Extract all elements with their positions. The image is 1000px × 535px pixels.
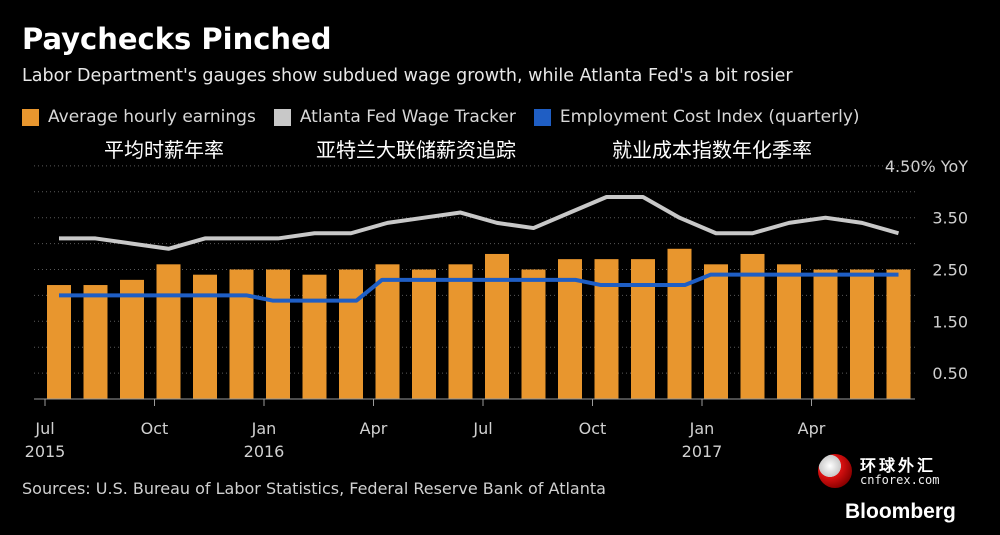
x-tick-label: Jul — [472, 419, 492, 438]
earnings-bar — [667, 248, 692, 399]
cnforex-watermark: 环球外汇 cnforex.com — [818, 452, 968, 490]
y-unit-label: 4.50% YoY — [885, 157, 968, 176]
earnings-bar — [339, 269, 363, 399]
watermark-cn-text: 环球外汇 — [860, 456, 937, 475]
earnings-bar — [813, 269, 838, 399]
earnings-bar — [266, 269, 290, 399]
watermark-en-text: cnforex.com — [860, 473, 940, 487]
earnings-bar — [412, 269, 436, 399]
earnings-bar — [740, 253, 765, 399]
chart-subtitle: Labor Department's gauges show subdued w… — [22, 66, 793, 86]
legend: Average hourly earnings Atlanta Fed Wage… — [22, 107, 860, 127]
x-year-label: 2015 — [25, 442, 66, 461]
earnings-bar — [156, 264, 181, 399]
cn-label-eci: 就业成本指数年化季率 — [612, 138, 812, 162]
x-tick-label: Jan — [689, 419, 715, 438]
legend-swatch-earnings — [22, 108, 39, 126]
y-tick-label: 0.50 — [932, 364, 968, 383]
earnings-bar — [594, 259, 619, 399]
earnings-bar — [83, 285, 108, 399]
bloomberg-logo: Bloomberg — [845, 500, 956, 523]
earnings-bar — [193, 274, 217, 399]
legend-item-wage-tracker: Atlanta Fed Wage Tracker — [273, 107, 516, 127]
source-note: Sources: U.S. Bureau of Labor Statistics… — [22, 479, 606, 498]
legend-label-earnings: Average hourly earnings — [48, 107, 256, 127]
x-tick-label: Jan — [251, 419, 277, 438]
legend-item-eci: Employment Cost Index (quarterly) — [533, 107, 860, 127]
earnings-bar — [850, 269, 874, 399]
legend-item-earnings: Average hourly earnings — [22, 107, 256, 127]
x-tick-label: Oct — [579, 419, 607, 438]
x-year-label: 2017 — [682, 442, 723, 461]
legend-swatch-wage-tracker — [273, 108, 291, 126]
legend-label-eci: Employment Cost Index (quarterly) — [559, 107, 860, 127]
earnings-bar — [558, 259, 582, 399]
chinese-annotations: 平均时薪年率 亚特兰大联储薪资追踪 就业成本指数年化季率 — [0, 134, 1000, 164]
earnings-bar — [120, 279, 144, 399]
wage-tracker-line — [59, 194, 900, 251]
chart-plot: 0.50 1.50 2.50 3.50 4.50% YoY Jul 2015 Oct Jan 20… — [25, 157, 969, 461]
globe-logo-icon — [818, 454, 852, 488]
earnings-bar — [47, 285, 71, 399]
earnings-bar — [229, 269, 254, 399]
legend-swatch-eci — [533, 108, 551, 126]
earnings-bar — [631, 259, 655, 399]
earnings-bar — [521, 269, 546, 399]
earnings-bar — [375, 264, 400, 399]
earnings-bar — [448, 264, 473, 399]
earnings-bar — [485, 253, 509, 399]
x-tick-label: Oct — [141, 419, 169, 438]
y-tick-label: 3.50 — [932, 209, 968, 228]
x-tick-label: Apr — [798, 419, 826, 438]
cn-label-earnings: 平均时薪年率 — [104, 138, 224, 162]
x-tick-label: Apr — [360, 419, 388, 438]
eci-line — [59, 272, 899, 303]
y-tick-label: 1.50 — [932, 312, 968, 331]
cn-label-wage-tracker: 亚特兰大联储薪资追踪 — [316, 138, 516, 162]
y-tick-label: 2.50 — [932, 261, 968, 280]
legend-label-wage-tracker: Atlanta Fed Wage Tracker — [299, 107, 516, 127]
x-tick-label: Jul — [34, 419, 54, 438]
earnings-bar — [302, 274, 327, 399]
x-year-label: 2016 — [244, 442, 285, 461]
earnings-bar — [777, 264, 801, 399]
earnings-bar — [886, 269, 911, 399]
earnings-bar — [704, 264, 728, 399]
chart-title: Paychecks Pinched — [22, 22, 332, 56]
